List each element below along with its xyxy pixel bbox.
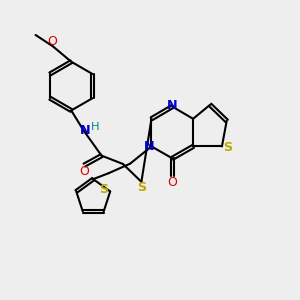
Text: O: O <box>47 35 57 48</box>
Text: N: N <box>144 140 154 153</box>
Text: S: S <box>223 141 232 154</box>
Text: H: H <box>91 122 99 131</box>
Text: S: S <box>137 181 146 194</box>
Text: N: N <box>80 124 91 137</box>
Text: N: N <box>167 99 177 112</box>
Text: O: O <box>80 165 89 178</box>
Text: S: S <box>99 184 108 196</box>
Text: O: O <box>167 176 177 189</box>
